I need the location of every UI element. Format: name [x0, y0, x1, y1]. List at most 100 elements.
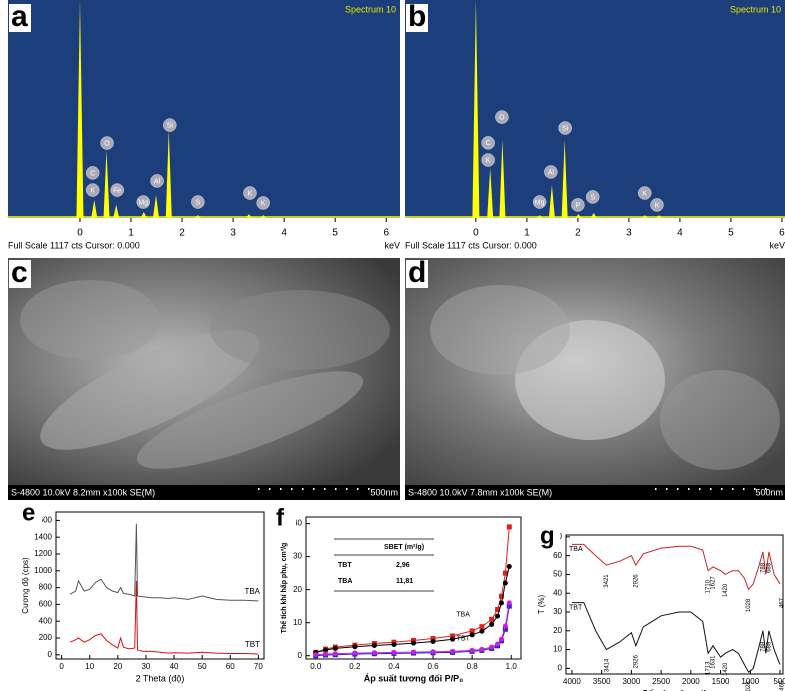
- scale-bar-tick: [313, 488, 315, 490]
- scale-bar-tick: [677, 488, 679, 490]
- peak: [472, 0, 480, 218]
- peak: [113, 204, 120, 218]
- panel-letter-bg: [274, 505, 296, 533]
- element-marker: [163, 118, 177, 132]
- table-cell: 11,81: [396, 578, 413, 585]
- y-tick-label: 600: [39, 600, 53, 609]
- element-label: S: [590, 194, 595, 201]
- x-tick-label: 6: [383, 228, 389, 239]
- x-tick-label: 0: [77, 228, 83, 239]
- peak-annotation: 1710: [706, 579, 712, 593]
- scale-bar-tick: [721, 488, 723, 490]
- x-tick-label: 20: [113, 662, 122, 671]
- marker: [498, 593, 504, 599]
- peak-annotation: 1028: [746, 681, 752, 691]
- peak-annotation: 3421: [604, 574, 610, 588]
- sem-caption: S-4800 10.0kV 8.2mm x100k SE(M): [11, 487, 155, 497]
- peak: [548, 185, 555, 218]
- panel-letter: e: [22, 499, 35, 526]
- peak-annotation: 1420: [723, 662, 729, 676]
- element-marker: [150, 174, 164, 188]
- sem-scale: 500nm: [755, 487, 783, 497]
- element-label: K: [486, 157, 491, 164]
- scale-bar-tick: [699, 488, 701, 490]
- x-axis-label: keV: [384, 240, 400, 250]
- peak: [165, 129, 172, 218]
- x-tick-label: 6: [779, 228, 785, 239]
- scale-bar-tick: [335, 488, 337, 490]
- x-tick-label: 0.6: [427, 662, 439, 671]
- element-marker: [110, 183, 124, 197]
- y-tick-label: 40: [553, 588, 562, 597]
- peak-annotation: 1627: [711, 576, 717, 590]
- scale-bar-tick: [280, 488, 282, 490]
- axis-strip: [405, 218, 785, 255]
- marker: [352, 650, 358, 656]
- scale-bar-tick: [710, 488, 712, 490]
- marker: [323, 651, 329, 657]
- marker: [489, 616, 495, 622]
- series-label: TBA: [456, 611, 470, 618]
- marker: [411, 640, 416, 646]
- element-marker: [495, 110, 509, 124]
- element-marker: [544, 165, 558, 179]
- element-marker: [136, 195, 151, 209]
- peak: [91, 200, 98, 218]
- x-tick-label: 1000: [741, 677, 759, 686]
- desorption-line: [315, 566, 510, 653]
- marker: [489, 621, 495, 627]
- marker: [495, 613, 501, 619]
- x-tick-label: 10: [85, 662, 94, 671]
- marker: [479, 624, 485, 630]
- marker: [506, 603, 512, 609]
- marker: [495, 641, 501, 647]
- element-label: K: [655, 202, 660, 209]
- panel-letter-bg: [9, 260, 31, 288]
- plot-frame: [565, 534, 784, 675]
- marker: [469, 647, 475, 653]
- marker: [502, 623, 508, 629]
- x-axis-label: keV: [769, 240, 785, 250]
- marker: [332, 645, 338, 651]
- peak-annotation: 788: [760, 562, 766, 573]
- panel-letter: a: [11, 0, 28, 33]
- element-marker: [558, 121, 572, 135]
- element-label: O: [104, 140, 110, 147]
- scale-bar-tick: [346, 488, 348, 490]
- y-tick-label: 200: [39, 633, 53, 642]
- scale-bar-tick: [732, 488, 734, 490]
- x-tick-label: 3: [230, 228, 236, 239]
- element-label: S: [196, 199, 201, 206]
- marker: [498, 636, 504, 642]
- table-cell: TBA: [338, 578, 352, 585]
- marker: [506, 600, 512, 606]
- panel-letter-bg: [20, 500, 42, 528]
- marker: [430, 636, 436, 642]
- series-line: [69, 580, 259, 655]
- scale-bar-tick: [269, 488, 271, 490]
- panel-letter: b: [408, 0, 426, 33]
- panel-letter-bg: [406, 260, 428, 288]
- marker: [352, 644, 358, 650]
- panel-letter: g: [540, 522, 555, 549]
- scale-bar-tick: [743, 488, 745, 490]
- y-tick-label: 800: [39, 583, 53, 592]
- scale-bar-tick: [754, 488, 756, 490]
- scale-bar-tick: [291, 488, 293, 490]
- panel-letter: c: [11, 256, 28, 289]
- marker: [323, 647, 329, 653]
- y-axis-label: Cương độ (cps): [21, 557, 30, 614]
- marker: [430, 649, 436, 655]
- element-label: P: [576, 202, 581, 209]
- x-tick-label: 50: [198, 662, 207, 671]
- panel-letter-bg: [538, 523, 560, 551]
- peak-annotation: 688: [766, 641, 772, 652]
- marker: [479, 646, 485, 652]
- element-marker: [637, 186, 652, 200]
- marker: [489, 644, 495, 650]
- scale-bar-tick: [302, 488, 304, 490]
- element-marker: [100, 136, 114, 150]
- marker: [411, 638, 416, 644]
- marker: [479, 628, 485, 634]
- x-tick-label: 3: [626, 228, 632, 239]
